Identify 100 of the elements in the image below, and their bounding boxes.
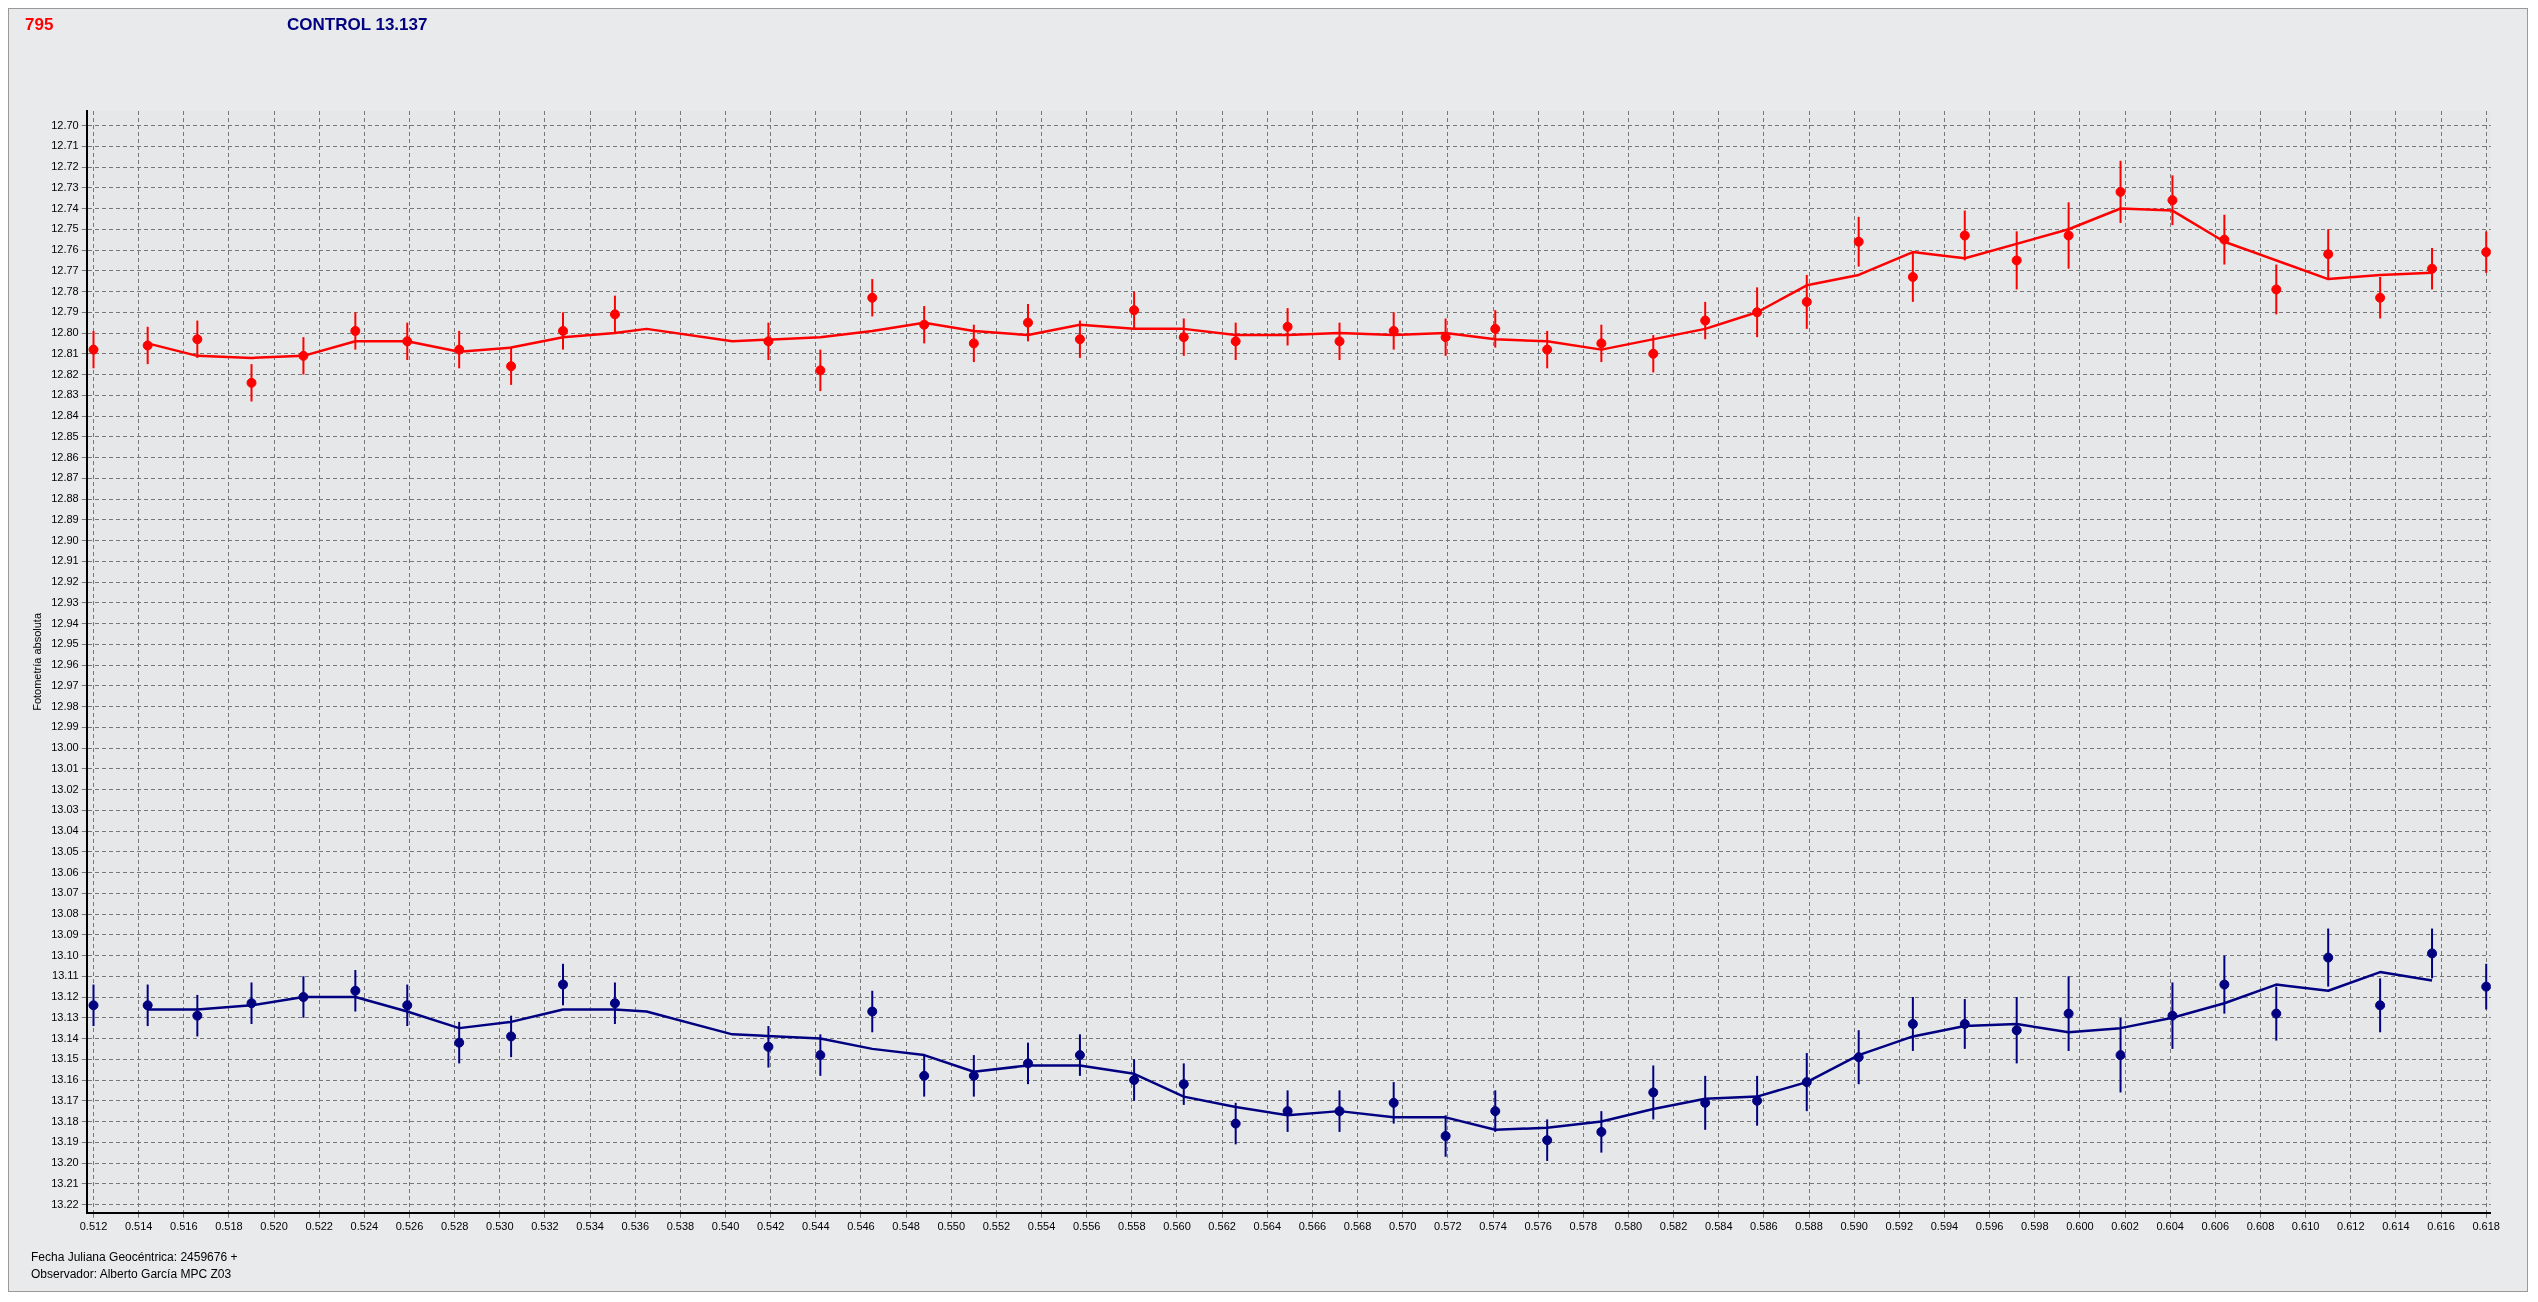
y-tick-label: 12.89 — [51, 512, 79, 525]
y-tick-label: 12.72 — [51, 160, 79, 173]
x-tick-label: 0.550 — [937, 1220, 966, 1233]
x-tick-label: 0.586 — [1750, 1220, 1778, 1233]
x-tick-label: 0.532 — [531, 1220, 559, 1233]
y-tick-label: 12.99 — [51, 720, 79, 733]
y-tick-label: 12.83 — [51, 388, 79, 401]
x-tick-label: 0.526 — [395, 1220, 424, 1233]
x-tick-label: 0.520 — [260, 1220, 288, 1233]
y-tick-label: 13.14 — [51, 1031, 79, 1044]
x-tick-label: 0.608 — [2246, 1220, 2275, 1233]
x-tick-label: 0.578 — [1569, 1220, 1598, 1233]
x-tick-label: 0.566 — [1298, 1220, 1327, 1233]
y-tick-label: 13.04 — [51, 824, 79, 837]
y-tick-label: 13.22 — [51, 1197, 79, 1210]
y-tick-label: 12.91 — [51, 554, 79, 567]
y-tick-label: 12.90 — [51, 533, 79, 546]
y-tick-label: 12.76 — [51, 243, 79, 256]
chart-subtitle: CONTROL 13.137 — [287, 15, 428, 35]
y-tick-label: 12.80 — [51, 326, 79, 339]
x-tick-label: 0.570 — [1388, 1220, 1417, 1233]
y-tick-label: 13.12 — [51, 990, 79, 1003]
y-tick-label: 13.01 — [51, 761, 79, 774]
text: Observador: Alberto García MPC Z03 — [31, 1266, 233, 1283]
x-tick-label: 0.582 — [1659, 1220, 1688, 1233]
x-tick-label: 0.544 — [802, 1220, 830, 1233]
y-tick-label: 12.74 — [51, 201, 79, 214]
x-tick-label: 0.542 — [756, 1220, 785, 1233]
y-tick-label: 12.82 — [51, 367, 79, 380]
x-tick-label: 0.600 — [2066, 1220, 2094, 1233]
y-tick-label: 13.19 — [51, 1135, 79, 1148]
y-axis-title: Fotometría absoluta — [30, 612, 43, 711]
x-tick-label: 0.574 — [1479, 1220, 1507, 1233]
x-tick-label: 0.602 — [2111, 1220, 2139, 1233]
x-tick-label: 0.564 — [1253, 1220, 1282, 1233]
y-tick-label: 12.70 — [51, 118, 79, 131]
x-tick-label: 0.524 — [350, 1220, 379, 1233]
y-tick-label: 13.17 — [51, 1093, 79, 1106]
y-tick-label: 13.21 — [51, 1176, 79, 1189]
x-tick-label: 0.616 — [2427, 1220, 2455, 1233]
y-tick-label: 13.20 — [51, 1156, 79, 1169]
y-tick-label: 12.95 — [51, 637, 79, 650]
y-tick-label: 12.92 — [51, 575, 79, 588]
x-tick-label: 0.530 — [486, 1220, 514, 1233]
y-tick-label: 12.93 — [51, 595, 79, 608]
y-tick-label: 13.16 — [51, 1073, 79, 1086]
x-tick-label: 0.598 — [2020, 1220, 2049, 1233]
x-tick-label: 0.522 — [305, 1220, 333, 1233]
x-tick-label: 0.528 — [440, 1220, 469, 1233]
y-tick-label: 13.09 — [51, 927, 79, 940]
x-tick-label: 0.514 — [124, 1220, 153, 1233]
x-tick-label: 0.580 — [1614, 1220, 1643, 1233]
y-tick-label: 12.86 — [51, 450, 79, 463]
y-tick-label: 13.11 — [52, 969, 79, 982]
x-tick-label: 0.606 — [2201, 1220, 2230, 1233]
x-tick-label: 0.536 — [621, 1220, 650, 1233]
y-tick-label: 12.94 — [51, 616, 79, 629]
y-tick-label: 13.06 — [51, 865, 79, 878]
x-tick-label: 0.546 — [847, 1220, 875, 1233]
y-tick-label: 12.96 — [51, 658, 79, 671]
x-tick-label: 0.618 — [2472, 1220, 2500, 1233]
x-tick-label: 0.576 — [1524, 1220, 1552, 1233]
y-tick-label: 13.15 — [51, 1052, 79, 1065]
y-tick-label: 12.87 — [51, 471, 79, 484]
x-tick-label: 0.588 — [1795, 1220, 1823, 1233]
x-tick-label: 0.594 — [1930, 1220, 1959, 1233]
y-tick-label: 13.10 — [51, 948, 79, 961]
y-tick-label: 13.13 — [51, 1010, 79, 1023]
y-tick-label: 12.97 — [51, 678, 79, 691]
x-tick-label: 0.560 — [1163, 1220, 1191, 1233]
x-tick-label: 0.604 — [2156, 1220, 2184, 1233]
x-tick-label: 0.534 — [576, 1220, 604, 1233]
x-tick-label: 0.610 — [2291, 1220, 2320, 1233]
x-tick-label: 0.556 — [1072, 1220, 1101, 1233]
y-tick-label: 12.85 — [51, 429, 79, 442]
x-tick-label: 0.614 — [2382, 1220, 2410, 1233]
y-tick-label: 12.73 — [51, 180, 79, 193]
x-tick-label: 0.516 — [170, 1220, 198, 1233]
x-tick-label: 0.552 — [982, 1220, 1011, 1233]
x-tick-label: 0.540 — [711, 1220, 740, 1233]
chart-title: 795 — [25, 15, 55, 35]
y-tick-label: 13.05 — [51, 844, 79, 857]
y-tick-label: 12.84 — [51, 409, 79, 422]
y-tick-label: 12.81 — [51, 346, 79, 359]
text: Fecha Juliana Geocéntrica: 2459676 + — [31, 1249, 238, 1266]
y-tick-label: 13.03 — [51, 803, 79, 816]
y-tick-label: 13.18 — [51, 1114, 79, 1127]
x-tick-label: 0.584 — [1704, 1220, 1733, 1233]
x-tick-label: 0.554 — [1027, 1220, 1056, 1233]
y-tick-label: 13.00 — [51, 741, 79, 754]
y-tick-label: 13.02 — [51, 782, 79, 795]
x-tick-label: 0.590 — [1840, 1220, 1868, 1233]
y-tick-label: 12.75 — [51, 222, 79, 235]
x-tick-label: 0.518 — [215, 1220, 243, 1233]
x-tick-label: 0.558 — [1118, 1220, 1146, 1233]
x-tick-label: 0.596 — [1975, 1220, 2004, 1233]
x-tick-label: 0.512 — [79, 1220, 108, 1233]
x-tick-label: 0.538 — [666, 1220, 695, 1233]
x-tick-label: 0.612 — [2337, 1220, 2365, 1233]
x-tick-label: 0.548 — [892, 1220, 920, 1233]
